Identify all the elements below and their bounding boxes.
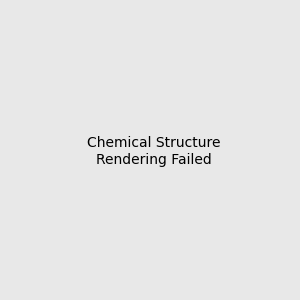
Text: Chemical Structure
Rendering Failed: Chemical Structure Rendering Failed: [87, 136, 220, 166]
